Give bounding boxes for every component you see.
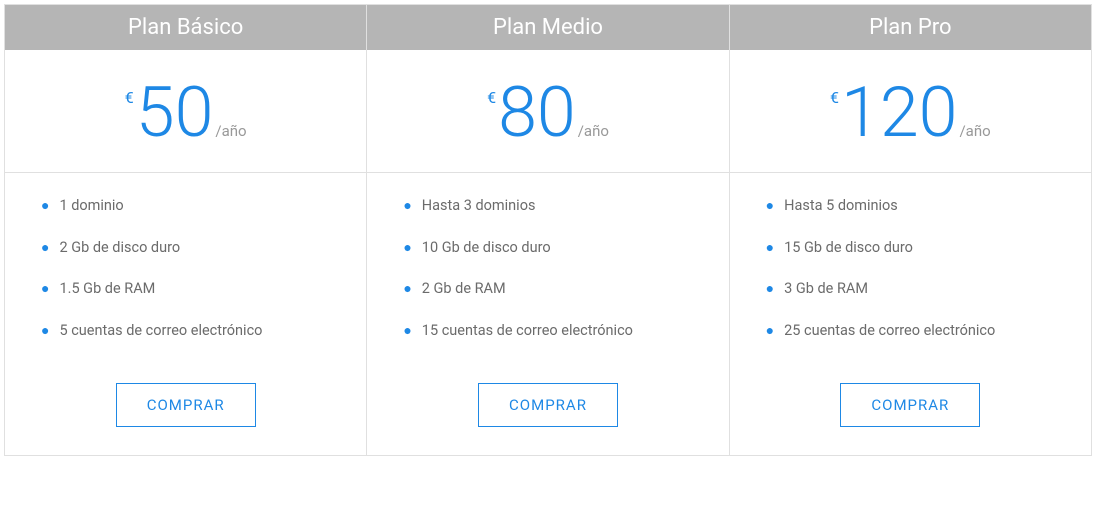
price-currency: € <box>487 88 496 107</box>
plan-card-pro: Plan Pro € 120 /año ● Hasta 5 dominios ● 1… <box>730 5 1091 455</box>
feature-item: ● 25 cuentas de correo electrónico <box>766 322 1055 342</box>
feature-item: ● 3 Gb de RAM <box>766 280 1055 300</box>
plan-action: COMPRAR <box>730 383 1091 455</box>
feature-text: 25 cuentas de correo electrónico <box>784 322 995 339</box>
price-period: /año <box>959 122 990 140</box>
feature-item: ● 15 Gb de disco duro <box>766 239 1055 259</box>
price-amount: 50 <box>136 78 214 148</box>
bullet-icon: ● <box>41 280 49 300</box>
feature-text: 2 Gb de RAM <box>422 280 506 297</box>
feature-text: 2 Gb de disco duro <box>59 239 180 256</box>
feature-text: 15 cuentas de correo electrónico <box>422 322 633 339</box>
plan-title: Plan Medio <box>367 5 728 50</box>
plan-card-medio: Plan Medio € 80 /año ● Hasta 3 dominios ●… <box>367 5 729 455</box>
feature-item: ● Hasta 3 dominios <box>403 197 692 217</box>
feature-text: Hasta 3 dominios <box>422 197 536 214</box>
feature-text: 3 Gb de RAM <box>784 280 868 297</box>
feature-item: ● 1 dominio <box>41 197 330 217</box>
price-period: /año <box>215 122 246 140</box>
bullet-icon: ● <box>41 239 49 259</box>
pricing-table: Plan Básico € 50 /año ● 1 dominio ● 2 Gb d… <box>4 4 1092 456</box>
plan-price: € 80 /año <box>367 50 728 173</box>
plan-title: Plan Pro <box>730 5 1091 50</box>
bullet-icon: ● <box>403 322 411 342</box>
bullet-icon: ● <box>766 322 774 342</box>
feature-text: 1.5 Gb de RAM <box>59 280 155 297</box>
bullet-icon: ● <box>766 239 774 259</box>
feature-item: ● 1.5 Gb de RAM <box>41 280 330 300</box>
feature-text: 10 Gb de disco duro <box>422 239 551 256</box>
feature-item: ● 2 Gb de RAM <box>403 280 692 300</box>
bullet-icon: ● <box>403 239 411 259</box>
buy-button[interactable]: COMPRAR <box>478 383 618 427</box>
price-amount: 120 <box>841 78 957 148</box>
plan-action: COMPRAR <box>5 383 366 455</box>
plan-card-basico: Plan Básico € 50 /año ● 1 dominio ● 2 Gb d… <box>5 5 367 455</box>
feature-text: 5 cuentas de correo electrónico <box>59 322 262 339</box>
plan-features: ● Hasta 3 dominios ● 10 Gb de disco duro ●… <box>367 173 728 383</box>
bullet-icon: ● <box>766 280 774 300</box>
plan-title: Plan Básico <box>5 5 366 50</box>
plan-features: ● Hasta 5 dominios ● 15 Gb de disco duro ●… <box>730 173 1091 383</box>
bullet-icon: ● <box>41 322 49 342</box>
buy-button[interactable]: COMPRAR <box>840 383 980 427</box>
feature-item: ● 15 cuentas de correo electrónico <box>403 322 692 342</box>
price-amount: 80 <box>498 78 576 148</box>
feature-item: ● 10 Gb de disco duro <box>403 239 692 259</box>
price-currency: € <box>830 88 839 107</box>
plan-price: € 50 /año <box>5 50 366 173</box>
plan-price: € 120 /año <box>730 50 1091 173</box>
bullet-icon: ● <box>41 197 49 217</box>
feature-text: Hasta 5 dominios <box>784 197 898 214</box>
feature-item: ● Hasta 5 dominios <box>766 197 1055 217</box>
feature-text: 1 dominio <box>59 197 123 214</box>
plan-action: COMPRAR <box>367 383 728 455</box>
feature-text: 15 Gb de disco duro <box>784 239 913 256</box>
feature-item: ● 2 Gb de disco duro <box>41 239 330 259</box>
bullet-icon: ● <box>403 280 411 300</box>
plan-features: ● 1 dominio ● 2 Gb de disco duro ● 1.5 Gb d… <box>5 173 366 383</box>
bullet-icon: ● <box>403 197 411 217</box>
feature-item: ● 5 cuentas de correo electrónico <box>41 322 330 342</box>
price-period: /año <box>578 122 609 140</box>
bullet-icon: ● <box>766 197 774 217</box>
buy-button[interactable]: COMPRAR <box>116 383 256 427</box>
price-currency: € <box>125 88 134 107</box>
